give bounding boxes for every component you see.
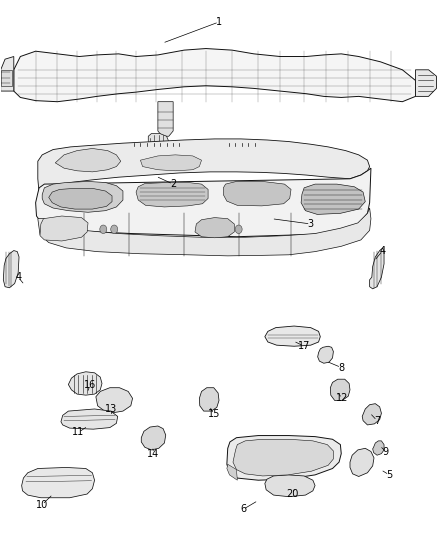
Text: 14: 14 [147, 449, 159, 458]
Polygon shape [301, 184, 365, 214]
Polygon shape [1, 56, 14, 91]
Polygon shape [373, 441, 384, 455]
Text: 4: 4 [380, 246, 386, 255]
Text: 20: 20 [286, 489, 299, 499]
Polygon shape [416, 70, 436, 96]
Polygon shape [195, 217, 234, 238]
Polygon shape [199, 387, 219, 411]
Polygon shape [1, 70, 12, 86]
Text: 17: 17 [298, 341, 311, 351]
Text: 11: 11 [72, 427, 85, 438]
Polygon shape [42, 181, 123, 212]
Polygon shape [96, 387, 133, 413]
Text: 4: 4 [15, 272, 21, 282]
Polygon shape [14, 49, 416, 102]
Polygon shape [227, 435, 341, 480]
Text: 10: 10 [36, 499, 48, 510]
Circle shape [100, 225, 107, 233]
Polygon shape [265, 475, 315, 497]
Polygon shape [141, 155, 201, 171]
Text: 2: 2 [170, 179, 176, 189]
Polygon shape [148, 134, 169, 154]
Text: 5: 5 [386, 470, 392, 480]
Polygon shape [136, 182, 208, 207]
Polygon shape [362, 403, 381, 425]
Text: 9: 9 [383, 447, 389, 456]
Polygon shape [223, 181, 291, 206]
Polygon shape [227, 464, 237, 480]
Polygon shape [233, 439, 333, 476]
Polygon shape [38, 208, 371, 256]
Circle shape [111, 225, 118, 233]
Polygon shape [40, 216, 88, 241]
Text: 15: 15 [208, 409, 220, 419]
Text: 8: 8 [338, 362, 344, 373]
Polygon shape [21, 467, 95, 498]
Polygon shape [318, 346, 333, 364]
Polygon shape [141, 426, 166, 450]
Polygon shape [35, 168, 371, 237]
Text: 7: 7 [374, 416, 380, 426]
Text: 1: 1 [216, 17, 222, 27]
Polygon shape [158, 102, 173, 136]
Polygon shape [330, 379, 350, 400]
Polygon shape [4, 251, 19, 288]
Text: 12: 12 [336, 393, 348, 403]
Polygon shape [68, 372, 102, 395]
Text: 3: 3 [307, 219, 314, 229]
Text: 6: 6 [240, 504, 246, 514]
Polygon shape [350, 448, 374, 477]
Polygon shape [370, 248, 384, 289]
Polygon shape [61, 409, 118, 429]
Polygon shape [55, 149, 121, 172]
Polygon shape [265, 326, 320, 346]
Text: 13: 13 [105, 404, 117, 414]
Circle shape [235, 225, 242, 233]
Text: 16: 16 [84, 379, 96, 390]
Polygon shape [38, 139, 370, 193]
Polygon shape [49, 188, 112, 209]
